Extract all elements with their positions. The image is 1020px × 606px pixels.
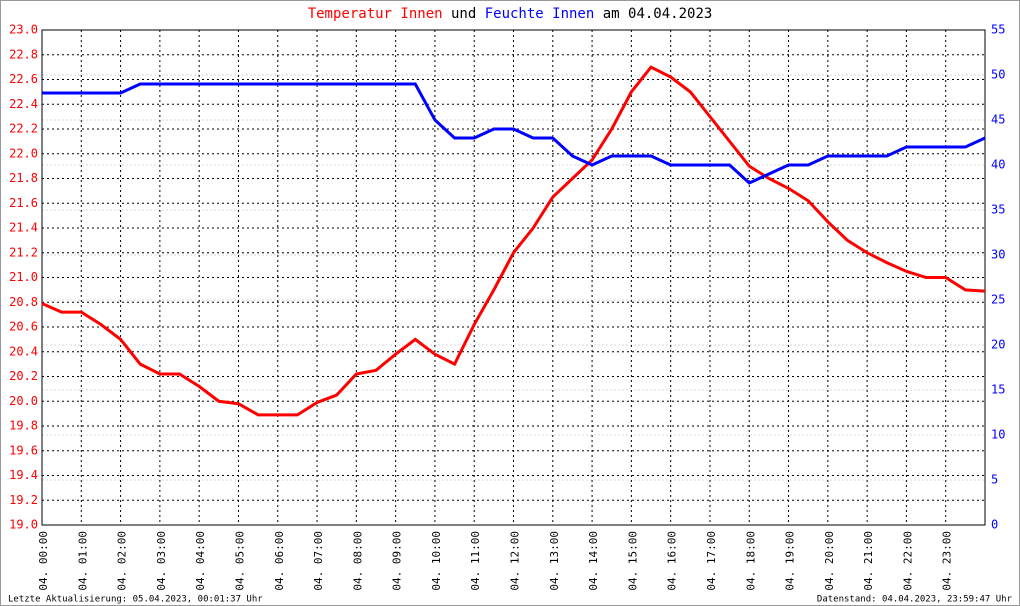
y-tick-label: 23.0 xyxy=(9,23,38,37)
series-line xyxy=(42,82,986,185)
x-tick-label: 04. 13:00 xyxy=(548,531,561,591)
y-tick-label: 22.8 xyxy=(9,47,38,61)
x-tick-label: 04. 23:00 xyxy=(941,531,954,591)
y-tick-label: 21.0 xyxy=(9,270,38,284)
x-tick-label: 04. 17:00 xyxy=(705,531,718,591)
y-tick-label: 21.8 xyxy=(9,171,38,185)
x-tick-label: 04. 21:00 xyxy=(862,531,875,591)
title-part: Feuchte Innen xyxy=(485,6,595,22)
x-tick-label: 04. 05:00 xyxy=(233,531,246,591)
y2-tick-label: 25 xyxy=(991,293,1005,307)
footer-left: Letzte Aktualisierung: 05.04.2023, 00:01… xyxy=(8,595,263,605)
x-tick-label: 04. 14:00 xyxy=(587,531,600,591)
series-line xyxy=(41,65,986,417)
x-tick-label: 04. 11:00 xyxy=(469,531,482,591)
y2-tick-label: 20 xyxy=(991,338,1005,352)
x-tick-label: 04. 15:00 xyxy=(626,531,639,591)
x-tick-label: 04. 02:00 xyxy=(116,531,129,591)
y-tick-label: 20.4 xyxy=(9,344,38,358)
y-tick-label: 19.2 xyxy=(9,493,38,507)
footer-right: Datenstand: 04.04.2023, 23:59:47 Uhr xyxy=(817,595,1013,605)
y-tick-label: 21.4 xyxy=(9,221,38,235)
y-tick-label: 19.4 xyxy=(9,468,38,482)
y2-tick-label: 55 xyxy=(991,23,1005,37)
x-tick-label: 04. 12:00 xyxy=(509,531,522,591)
x-tick-label: 04. 00:00 xyxy=(37,531,50,591)
y-tick-label: 21.2 xyxy=(9,245,38,259)
y2-tick-label: 15 xyxy=(991,383,1005,397)
x-tick-label: 04. 10:00 xyxy=(430,531,443,591)
y2-tick-label: 45 xyxy=(991,113,1005,127)
x-tick-label: 04. 03:00 xyxy=(155,531,168,591)
y-tick-label: 21.6 xyxy=(9,196,38,210)
y-tick-label: 22.2 xyxy=(9,122,38,136)
y2-tick-label: 30 xyxy=(991,248,1005,262)
y-tick-label: 22.6 xyxy=(9,72,38,86)
y2-tick-label: 50 xyxy=(991,68,1005,82)
title-part: Temperatur Innen xyxy=(308,6,443,22)
title-part: am 04.04.2023 xyxy=(603,6,713,22)
y2-tick-label: 35 xyxy=(991,203,1005,217)
x-tick-label: 04. 04:00 xyxy=(194,531,207,591)
x-tick-label: 04. 06:00 xyxy=(273,531,286,591)
x-tick-label: 04. 09:00 xyxy=(391,531,404,591)
y-tick-label: 19.6 xyxy=(9,443,38,457)
x-tick-label: 04. 19:00 xyxy=(784,531,797,591)
y2-tick-label: 0 xyxy=(991,518,998,532)
y-tick-label: 20.6 xyxy=(9,320,38,334)
x-tick-label: 04. 18:00 xyxy=(744,531,757,591)
y-tick-label: 20.2 xyxy=(9,369,38,383)
y-tick-label: 22.4 xyxy=(9,97,38,111)
x-tick-label: 04. 22:00 xyxy=(901,531,914,591)
x-tick-label: 04. 16:00 xyxy=(666,531,679,591)
y2-tick-label: 5 xyxy=(991,473,998,487)
y-tick-label: 22.0 xyxy=(9,146,38,160)
chart-title: Temperatur Innen und Feuchte Innen am 04… xyxy=(308,6,713,22)
plot-border xyxy=(41,29,986,526)
y-tick-label: 19.8 xyxy=(9,419,38,433)
x-tick-label: 04. 08:00 xyxy=(351,531,364,591)
x-tick-label: 04. 07:00 xyxy=(312,531,325,591)
title-part: und xyxy=(451,6,476,22)
x-tick-label: 04. 01:00 xyxy=(76,531,89,591)
y-tick-label: 19.0 xyxy=(9,518,38,532)
y-tick-label: 20.8 xyxy=(9,295,38,309)
y2-tick-label: 10 xyxy=(991,428,1005,442)
y2-tick-label: 40 xyxy=(991,158,1005,172)
y-tick-label: 20.0 xyxy=(9,394,38,408)
x-tick-label: 04. 20:00 xyxy=(823,531,836,591)
